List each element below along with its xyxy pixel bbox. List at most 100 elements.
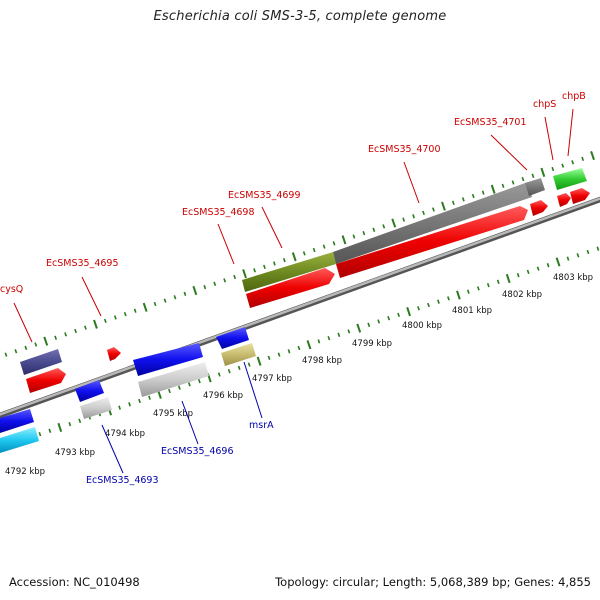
gene-arrow-4698[interactable] <box>246 268 335 308</box>
tick-mark <box>297 345 301 351</box>
tick-mark <box>391 218 397 228</box>
tick-mark <box>417 306 420 311</box>
gene-arrow-4695[interactable] <box>107 347 121 361</box>
forward-gene-label[interactable]: EcSMS35_4695 <box>46 258 119 269</box>
forward-gene-label[interactable]: chpS <box>533 99 556 110</box>
tick-mark <box>362 230 366 236</box>
gene-bar-4696-lgray[interactable] <box>138 362 209 397</box>
accession-label: Accession: NC_010498 <box>9 575 140 589</box>
gene-bar-4701-gray[interactable] <box>525 178 545 196</box>
gene-bar-left-cyan[interactable] <box>0 427 39 453</box>
gene-arrow-4700[interactable] <box>336 206 528 278</box>
gene-arrow-chpb[interactable] <box>570 188 590 204</box>
tick-mark <box>441 201 446 211</box>
tick-mark <box>227 369 231 374</box>
tick-mark <box>341 235 347 245</box>
tick-mark <box>237 365 241 371</box>
tick-mark <box>501 183 505 189</box>
forward-gene-label[interactable]: chpB <box>562 91 586 102</box>
tick-mark <box>531 173 535 178</box>
tick-mark <box>397 312 400 318</box>
scale-label: 4795 kbp <box>153 409 193 419</box>
leader-line <box>243 361 263 419</box>
reverse-gene-label[interactable]: msrA <box>249 420 274 431</box>
reverse-strand-track <box>0 327 256 453</box>
gene-arrow-msra[interactable] <box>216 327 249 349</box>
leader-line <box>101 424 124 474</box>
tick-mark <box>312 247 316 253</box>
forward-gene-label[interactable]: EcSMS35_4700 <box>368 144 441 155</box>
forward-gene-label[interactable]: EcSMS35_4701 <box>454 117 527 128</box>
gene-bar-cysq-navy[interactable] <box>20 349 62 375</box>
tick-mark <box>496 279 500 284</box>
tick-mark <box>481 190 485 195</box>
tick-mark <box>540 167 546 178</box>
tick-track-upper <box>4 150 595 357</box>
tick-mark <box>526 269 530 275</box>
scale-label: 4802 kbp <box>502 290 542 300</box>
tick-mark <box>461 197 465 202</box>
tick-mark <box>382 224 386 229</box>
tick-mark <box>68 421 72 427</box>
tick-mark <box>337 332 341 337</box>
tick-mark <box>302 251 306 256</box>
gene-arrow-4696[interactable] <box>133 343 203 376</box>
tick-mark <box>64 332 67 337</box>
leader-line <box>490 134 528 171</box>
tick-mark <box>356 323 362 333</box>
gene-arrow-chps[interactable] <box>557 193 571 207</box>
tick-mark <box>596 246 600 251</box>
forward-strand-track <box>20 168 590 393</box>
tick-mark <box>128 402 131 407</box>
tick-mark <box>447 296 450 301</box>
tick-mark <box>471 193 475 199</box>
tick-mark <box>103 318 107 324</box>
tick-mark <box>54 335 58 340</box>
gene-bar-4693-lgray[interactable] <box>80 397 112 419</box>
gene-arrow-4701[interactable] <box>530 200 548 216</box>
tick-mark <box>347 329 351 334</box>
tick-mark <box>581 156 585 162</box>
scale-label: 4796 kbp <box>203 391 243 401</box>
tick-mark <box>466 289 470 294</box>
leader-line <box>261 206 283 249</box>
tick-mark <box>406 306 411 317</box>
tick-mark <box>267 355 271 361</box>
tick-mark <box>551 166 555 172</box>
tick-mark <box>34 342 38 347</box>
forward-gene-labels: cysQ EcSMS35_4695 EcSMS35_4698 EcSMS35_4699… <box>0 91 586 343</box>
tick-mark <box>511 180 515 185</box>
tick-mark <box>168 388 171 394</box>
reverse-gene-label[interactable]: EcSMS35_4696 <box>161 446 234 457</box>
gene-arrow-cysq[interactable] <box>26 368 66 393</box>
tick-mark <box>476 286 480 291</box>
tick-mark <box>142 302 148 312</box>
tick-mark <box>183 291 187 297</box>
reverse-gene-label[interactable]: EcSMS35_4693 <box>86 475 159 486</box>
gene-bar-msra-khaki[interactable] <box>221 343 256 366</box>
forward-gene-label[interactable]: EcSMS35_4699 <box>228 190 301 201</box>
forward-gene-label[interactable]: cysQ <box>0 284 23 295</box>
leader-line <box>544 116 554 161</box>
tick-mark <box>43 336 49 346</box>
tick-mark <box>93 319 98 329</box>
leader-line <box>567 108 574 157</box>
gene-bar-4699-olive[interactable] <box>242 252 336 292</box>
tick-mark <box>213 281 217 286</box>
gene-bar-chpb-green[interactable] <box>553 168 587 190</box>
leader-line <box>403 161 420 204</box>
tick-mark <box>14 349 18 354</box>
tick-mark <box>192 285 198 296</box>
gene-arrow-4693[interactable] <box>75 380 104 402</box>
tick-mark <box>451 200 455 205</box>
tick-mark <box>242 269 247 279</box>
gene-bar-4700-gray[interactable] <box>333 182 532 264</box>
forward-gene-label[interactable]: EcSMS35_4698 <box>182 207 255 218</box>
gene-arrow-left-blue[interactable] <box>0 409 34 433</box>
tick-mark <box>546 263 550 268</box>
tick-mark <box>273 261 276 266</box>
tick-mark <box>282 257 286 263</box>
scale-labels: 4792 kbp 4793 kbp 4794 kbp 4795 kbp 4796 kbp… <box>5 273 593 477</box>
tick-mark <box>4 352 8 357</box>
tick-mark <box>367 322 371 327</box>
